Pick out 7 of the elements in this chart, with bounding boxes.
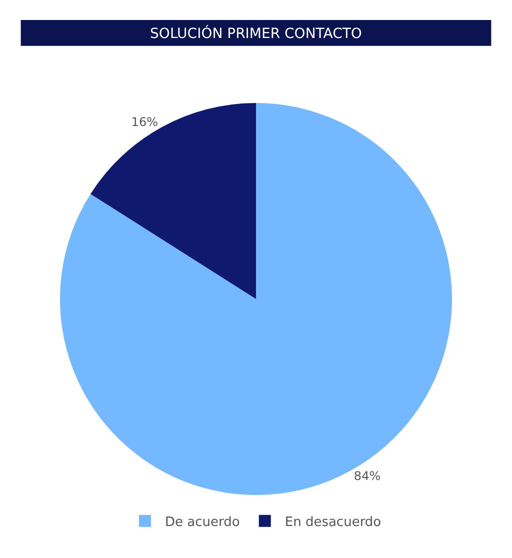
pie-slice	[90, 103, 256, 299]
legend-label: En desacuerdo	[284, 514, 382, 530]
pie-slice	[60, 103, 452, 495]
legend-label: De acuerdo	[165, 514, 240, 530]
data-label: 84%	[354, 469, 381, 484]
data-label: 16%	[131, 114, 158, 129]
chart-title: SOLUCIÓN PRIMER CONTACTO	[150, 24, 362, 42]
